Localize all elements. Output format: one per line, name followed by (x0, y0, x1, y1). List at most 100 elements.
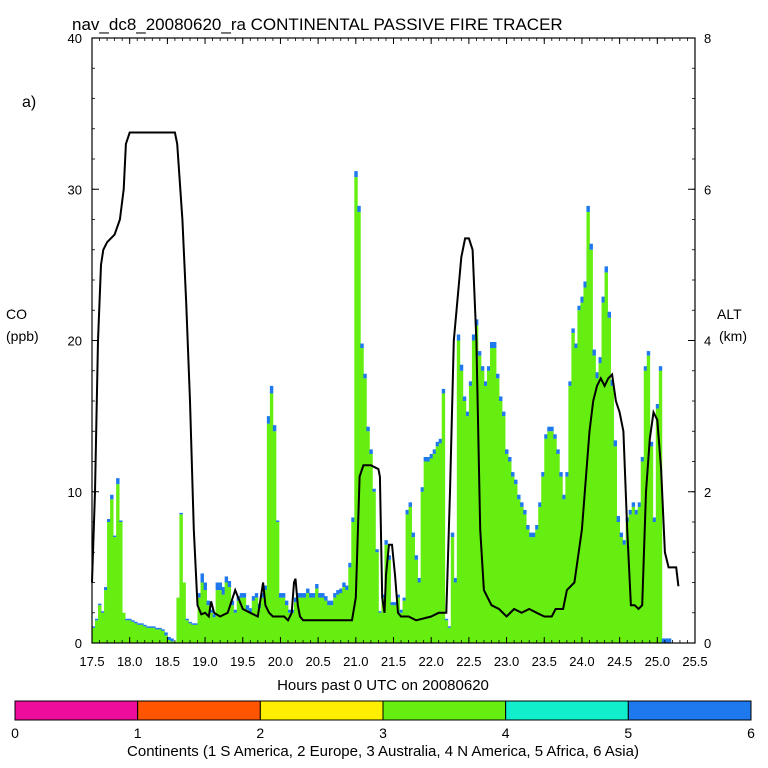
co-bar-asia (399, 609, 403, 613)
co-bar-n-america (499, 401, 503, 643)
co-bar-n-america (260, 597, 265, 644)
colorbar-segment (627, 700, 752, 721)
co-bar-n-america (230, 605, 235, 643)
co-bar-n-america (429, 458, 434, 643)
co-bar-n-america (297, 597, 301, 644)
co-bar-asia (230, 600, 235, 606)
co-bar-n-america (471, 340, 476, 643)
co-bar-n-america (372, 491, 376, 643)
co-bar-asia (634, 509, 639, 515)
co-bar-asia (158, 627, 162, 630)
right-y-tick-label: 8 (704, 31, 711, 46)
co-bar-asia (110, 494, 114, 500)
co-bar-n-america (101, 612, 105, 643)
co-bar-asia (321, 593, 325, 598)
co-bar-asia (456, 334, 461, 341)
co-bar-n-america (131, 621, 135, 643)
co-bar-asia (532, 532, 536, 538)
x-axis-label: Hours past 0 UTC on 20080620 (277, 677, 489, 694)
co-bar-n-america (245, 609, 250, 643)
co-bar-n-america (212, 617, 217, 643)
co-bar-n-america (511, 476, 515, 644)
co-bar-n-america (221, 594, 226, 643)
co-bar-n-america (185, 620, 189, 643)
co-bar-n-america (348, 567, 352, 644)
colorbar-tick-label: 0 (11, 725, 19, 741)
co-bar-n-america (390, 605, 394, 643)
co-bar-n-america (378, 612, 382, 643)
co-bar-n-america (432, 453, 437, 643)
co-bar-asia (610, 379, 614, 386)
co-bar-n-america (526, 529, 530, 643)
co-bar-asia (170, 638, 174, 642)
co-bar-asia (619, 532, 624, 538)
left-axis-units: (ppb) (6, 328, 39, 344)
co-bar-n-america (571, 332, 575, 643)
co-bar-asia (643, 366, 648, 371)
co-bar-asia (107, 518, 111, 522)
co-bar-n-america (514, 484, 518, 643)
co-bar-asia (541, 472, 545, 477)
co-bar-n-america (468, 385, 473, 644)
co-bar-n-america (107, 522, 111, 643)
left-y-tick-label: 20 (68, 334, 82, 349)
co-bar-n-america (170, 641, 174, 643)
co-bar-n-america (242, 597, 247, 644)
co-bar-n-america (248, 612, 253, 643)
co-bar-n-america (140, 624, 144, 643)
x-tick-label: 17.5 (79, 654, 104, 669)
colorbar-segment (382, 700, 507, 721)
co-bar-asia (345, 585, 349, 591)
co-bar-asia (450, 532, 455, 538)
right-axis-label: ALT (717, 306, 742, 322)
x-tick-label: 24.0 (569, 654, 594, 669)
x-tick-label: 25.0 (645, 654, 670, 669)
co-bar-n-america (387, 559, 391, 643)
co-bar-n-america (634, 514, 639, 643)
co-bar-n-america (622, 544, 627, 643)
co-bar-asia (194, 623, 198, 625)
co-bar-n-america (649, 446, 654, 644)
panel-label: a) (22, 94, 36, 111)
co-bar-asia (339, 588, 343, 594)
co-bar-asia (185, 618, 189, 621)
co-bar-n-america (520, 506, 524, 644)
co-bar-n-america (508, 461, 512, 643)
co-bar-asia (137, 623, 141, 625)
colorbar: 0 1 2 3 4 5 6 (11, 700, 755, 741)
co-bar-asia (318, 593, 322, 598)
co-bar-asia (333, 593, 337, 598)
co-bar-asia (203, 582, 207, 591)
co-bar-n-america (625, 522, 630, 643)
x-tick-label: 20.0 (268, 654, 293, 669)
co-bar-n-america (209, 612, 213, 643)
co-bar-n-america (200, 582, 204, 643)
co-bar-n-america (363, 378, 367, 643)
co-bar-n-america (637, 506, 642, 644)
co-bar-asia (432, 449, 437, 454)
co-bar-asia (616, 515, 621, 522)
co-bar-asia (242, 593, 247, 598)
co-bar-n-america (203, 590, 207, 643)
co-bar-n-america (158, 629, 162, 643)
co-bar-asia (520, 502, 524, 507)
co-bar-asia (149, 626, 153, 628)
co-bar-n-america (646, 355, 651, 644)
x-tick-label: 22.5 (456, 654, 481, 669)
co-bar-asia (622, 540, 627, 545)
co-bar-asia (300, 593, 304, 598)
x-tick-label: 21.0 (343, 654, 368, 669)
co-bar-asia (227, 580, 232, 588)
co-bar-asia (92, 626, 96, 628)
co-bar-n-america (601, 302, 605, 643)
x-tick-label: 25.5 (682, 654, 707, 669)
co-bar-asia (342, 582, 346, 588)
x-tick-label: 23.5 (532, 654, 557, 669)
co-bar-asia (315, 584, 319, 589)
co-bar-asia (646, 351, 651, 356)
co-bar-asia (269, 385, 274, 394)
co-bar-asia (191, 623, 195, 625)
co-bar-asia (212, 614, 217, 618)
co-bar-asia (586, 205, 590, 212)
co-bar-n-america (167, 639, 171, 643)
